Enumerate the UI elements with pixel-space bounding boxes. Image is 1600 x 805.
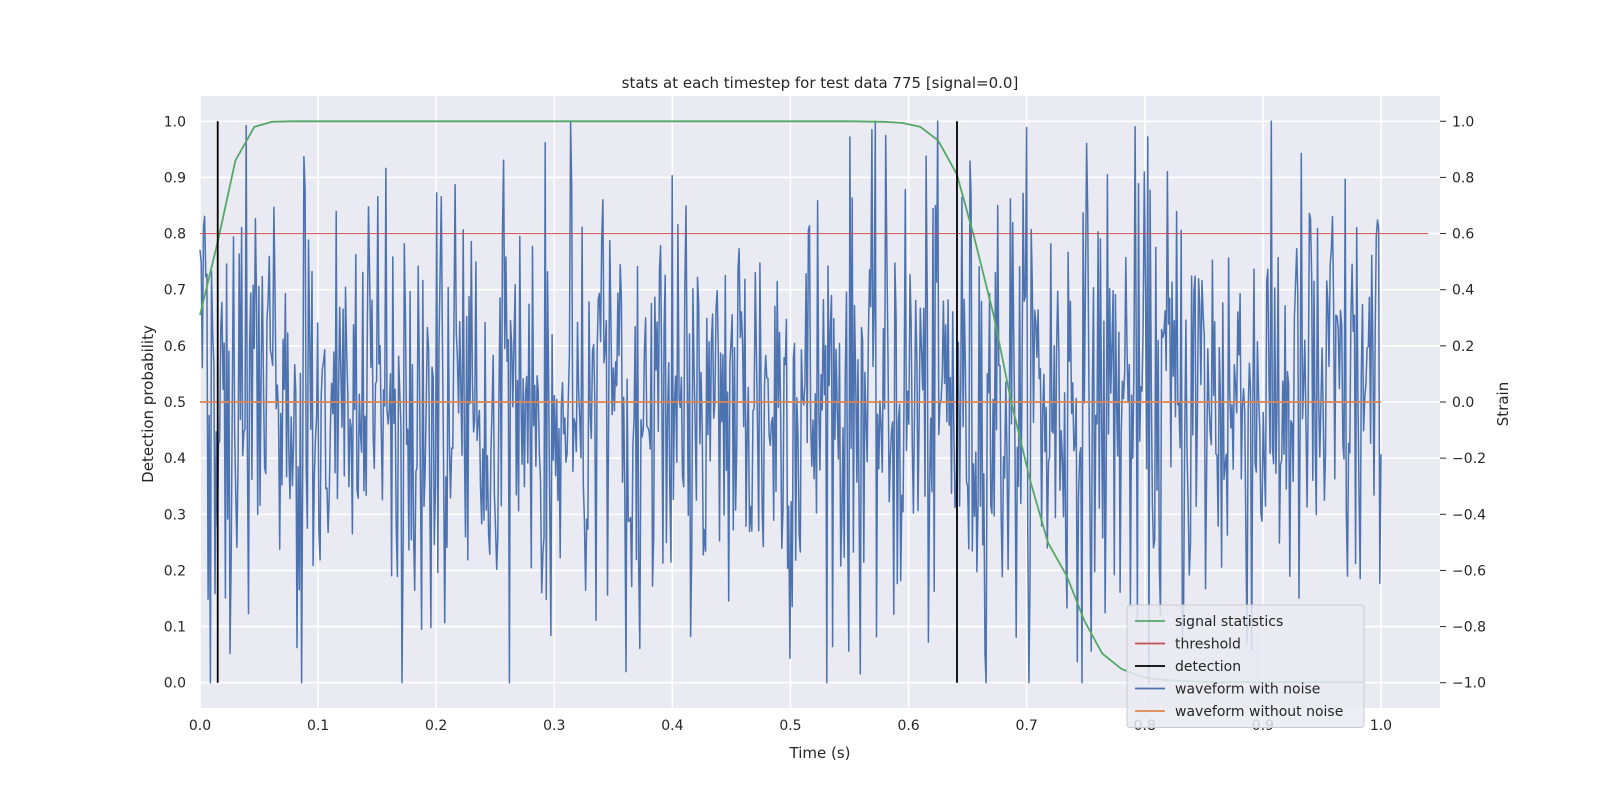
y-right-tick-label: 0.0 xyxy=(1452,395,1474,411)
y-axis-left-label: Detection probability xyxy=(139,325,157,483)
y-left-tick-label: 0.2 xyxy=(164,563,186,579)
y-right-tick-label: −0.2 xyxy=(1452,451,1486,467)
y-axis-right-label: Strain xyxy=(1494,382,1512,426)
y-left-tick-label: 0.7 xyxy=(164,283,186,299)
legend-box xyxy=(1126,604,1365,728)
y-left-tick-label: 0.9 xyxy=(164,170,186,186)
y-right-tick-label: 0.2 xyxy=(1452,339,1474,355)
x-tick-label: 0.5 xyxy=(779,718,801,734)
y-right-tick-label: −0.8 xyxy=(1452,620,1486,636)
y-right-tick-label: −0.4 xyxy=(1452,507,1486,523)
x-tick-label: 0.3 xyxy=(543,718,565,734)
legend-label: threshold xyxy=(1175,637,1241,653)
x-tick-label: 0.0 xyxy=(189,718,211,734)
y-left-tick-label: 0.3 xyxy=(164,507,186,523)
x-tick-label: 0.1 xyxy=(307,718,329,734)
y-left-tick-label: 0.5 xyxy=(164,395,186,411)
y-right-tick-label: 0.6 xyxy=(1452,227,1474,243)
legend-label: waveform with noise xyxy=(1175,682,1320,698)
y-left-tick-label: 1.0 xyxy=(164,114,186,130)
y-left-tick-label: 0.4 xyxy=(164,451,186,467)
legend-label: detection xyxy=(1175,659,1241,675)
y-right-tick-label: 0.4 xyxy=(1452,283,1474,299)
x-tick-label: 0.4 xyxy=(661,718,683,734)
x-tick-label: 0.7 xyxy=(1016,718,1038,734)
y-left-tick-label: 0.0 xyxy=(164,676,186,692)
legend-label: signal statistics xyxy=(1175,614,1283,630)
x-axis-label: Time (s) xyxy=(789,744,851,762)
x-tick-label: 0.2 xyxy=(425,718,447,734)
y-left-tick-label: 0.6 xyxy=(164,339,186,355)
y-right-tick-label: 0.8 xyxy=(1452,170,1474,186)
x-tick-label: 0.6 xyxy=(897,718,919,734)
legend-label: waveform without noise xyxy=(1175,704,1343,720)
y-right-tick-label: 1.0 xyxy=(1452,114,1474,130)
y-left-tick-label: 0.1 xyxy=(164,620,186,636)
y-left-tick-label: 0.8 xyxy=(164,227,186,243)
axes: 0.0 0.1 0.2 0.3 0.4 0.5 0.6 0.7 0.8 0.9 1.0 0.0 0.1 0… xyxy=(164,114,1486,734)
y-right-tick-label: −0.6 xyxy=(1452,563,1486,579)
y-right-tick-label: −1.0 xyxy=(1452,676,1486,692)
series-line-waveform-with-noise xyxy=(199,120,1382,684)
x-tick-label: 1.0 xyxy=(1370,718,1392,734)
chart-title: stats at each timestep for test data 775… xyxy=(622,74,1019,92)
legend: signal statistics threshold detection wavef… xyxy=(1126,604,1365,728)
